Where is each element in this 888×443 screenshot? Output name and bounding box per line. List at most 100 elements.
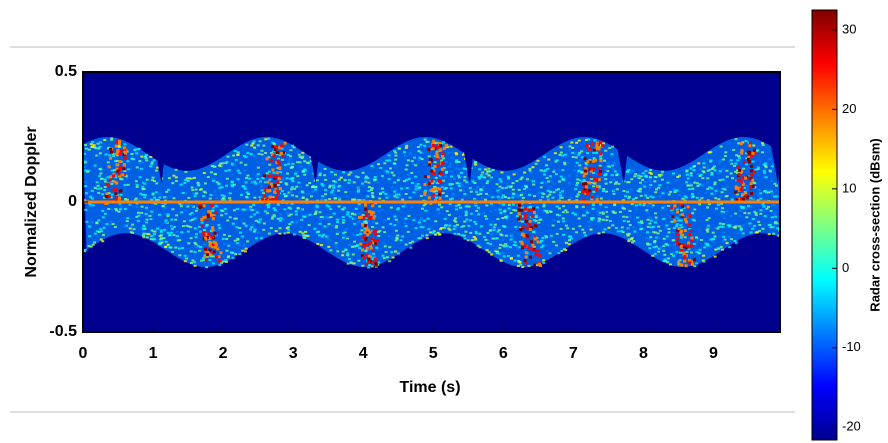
speckle (253, 147, 256, 149)
speckle (356, 234, 359, 236)
speckle (571, 147, 574, 149)
speckle (506, 245, 509, 247)
speckle (583, 179, 586, 181)
speckle (170, 232, 173, 234)
speckle (191, 259, 194, 261)
speckle (291, 180, 294, 182)
speckle (550, 180, 553, 182)
speckle (662, 245, 665, 247)
x-tick-label: 3 (289, 345, 298, 362)
speckle (349, 172, 352, 174)
speckle (752, 198, 755, 200)
speckle (421, 235, 424, 237)
streak (368, 255, 371, 258)
speckle (140, 212, 143, 214)
speckle (337, 190, 340, 192)
speckle (137, 212, 140, 214)
speckle (398, 194, 401, 196)
streak (436, 146, 439, 149)
speckle (461, 199, 464, 201)
speckle (728, 236, 731, 238)
speckle (491, 232, 494, 234)
speckle (706, 229, 709, 231)
speckle (315, 211, 318, 213)
speckle (374, 176, 377, 178)
speckle (675, 216, 678, 218)
streak (585, 190, 588, 193)
speckle (149, 156, 152, 158)
speckle (255, 237, 258, 239)
speckle (477, 245, 480, 247)
speckle (775, 195, 778, 197)
speckle (386, 256, 389, 258)
speckle (145, 154, 148, 156)
speckle (676, 223, 679, 225)
streak (734, 191, 737, 194)
speckle (104, 181, 107, 183)
speckle (469, 187, 472, 189)
streak (676, 211, 679, 214)
speckle (597, 214, 600, 216)
speckle (326, 238, 329, 240)
speckle (493, 229, 496, 231)
speckle (381, 188, 384, 190)
streak (359, 242, 362, 245)
speckle (654, 191, 657, 193)
streak (752, 152, 755, 155)
speckle (116, 160, 119, 162)
speckle (253, 213, 256, 215)
speckle (531, 253, 534, 255)
speckle (207, 176, 210, 178)
streak (671, 215, 674, 218)
speckle (485, 204, 488, 206)
streak (737, 166, 740, 169)
speckle (510, 212, 513, 214)
speckle (560, 176, 563, 178)
speckle (467, 225, 470, 227)
speckle (146, 236, 149, 238)
speckle (139, 198, 142, 200)
speckle (649, 169, 652, 171)
streak (109, 175, 112, 178)
speckle (658, 184, 661, 186)
speckle (377, 231, 380, 233)
speckle (347, 263, 350, 265)
speckle (260, 186, 263, 188)
speckle (595, 152, 598, 154)
speckle (244, 156, 247, 158)
speckle (561, 155, 564, 157)
speckle (460, 176, 463, 178)
speckle (507, 185, 510, 187)
speckle (194, 242, 197, 244)
speckle (706, 231, 709, 233)
speckle (136, 186, 139, 188)
speckle (502, 239, 505, 241)
speckle (525, 186, 528, 188)
streak (269, 196, 272, 199)
speckle (266, 212, 269, 214)
speckle (175, 180, 178, 182)
streak (680, 245, 683, 248)
speckle (405, 225, 408, 227)
spectrogram (83, 72, 786, 332)
speckle (604, 169, 607, 171)
streak (586, 160, 589, 163)
speckle (214, 173, 217, 175)
speckle (242, 244, 245, 246)
y-axis-label: Normalized Doppler (23, 126, 40, 277)
speckle (626, 181, 629, 183)
speckle (628, 228, 631, 230)
streak (676, 237, 679, 240)
speckle (737, 142, 740, 144)
speckle (308, 182, 311, 184)
streak (119, 160, 122, 163)
speckle (607, 165, 610, 167)
speckle (291, 163, 294, 165)
streak (268, 186, 271, 189)
speckle (99, 141, 102, 143)
speckle (174, 247, 177, 249)
speckle (176, 235, 179, 237)
speckle (728, 246, 731, 248)
speckle (280, 217, 283, 219)
speckle (377, 235, 380, 237)
